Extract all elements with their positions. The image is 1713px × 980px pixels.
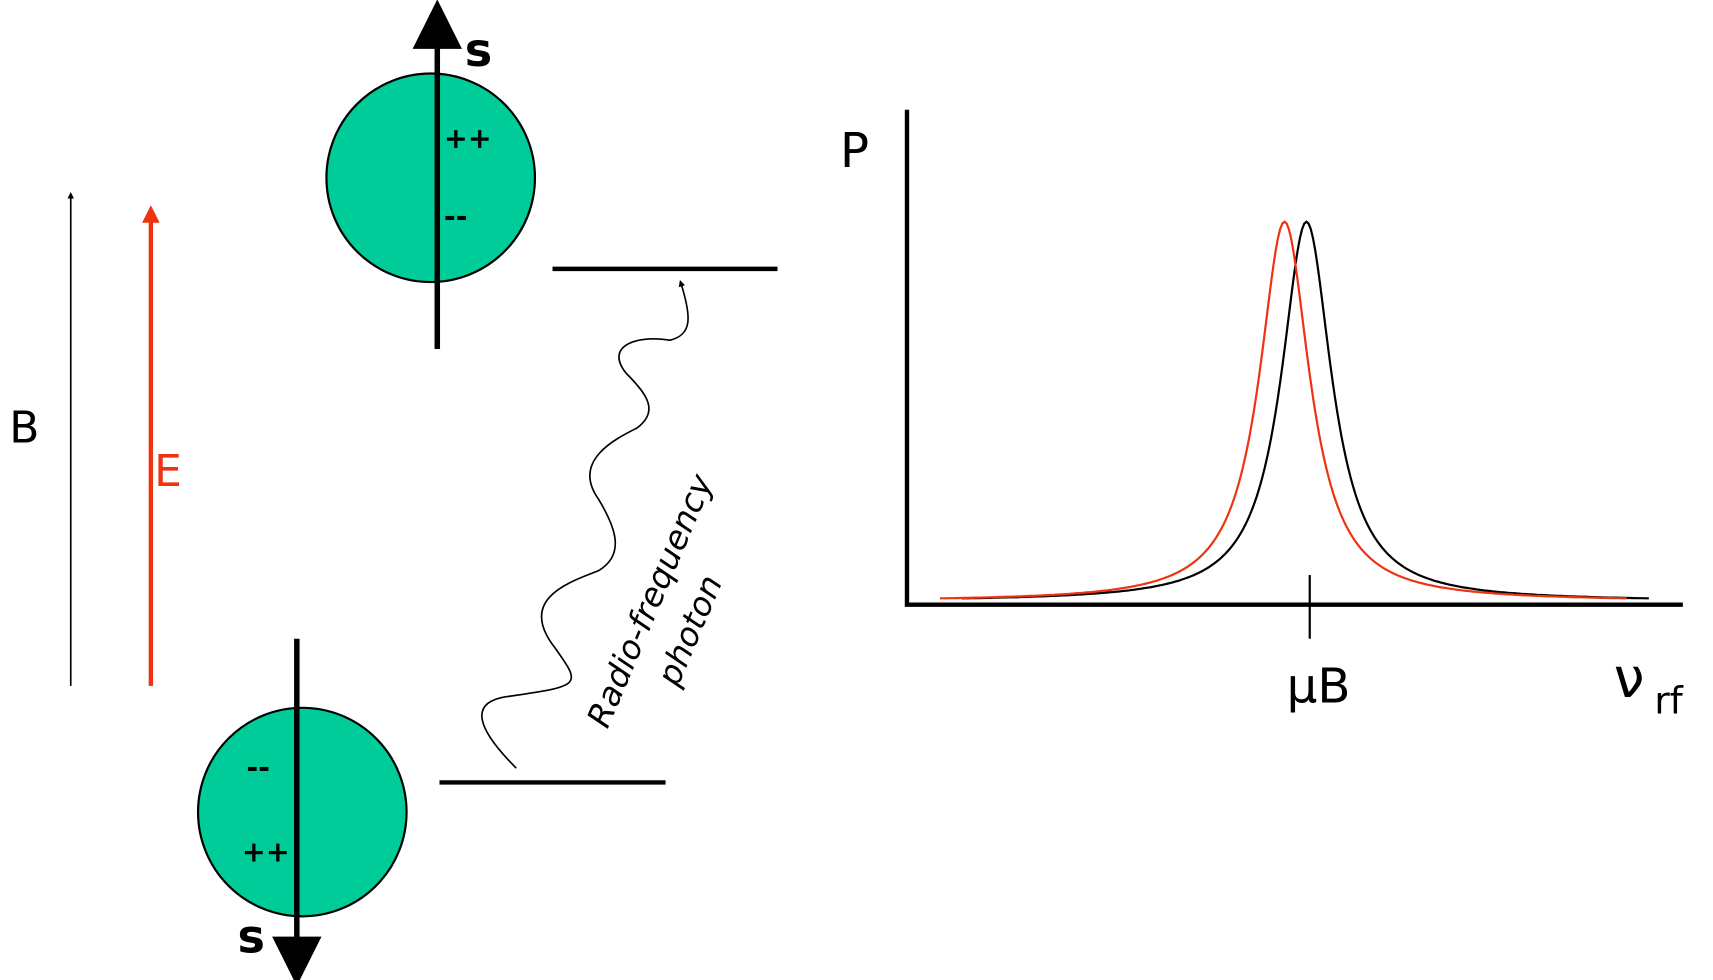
charge: -- <box>444 200 468 233</box>
plot-axes <box>904 109 1683 607</box>
shifted-resonance-curve <box>939 220 1627 600</box>
spin-label: s <box>465 23 492 77</box>
particle-down <box>196 706 408 918</box>
x-tick-label: μB <box>1287 658 1351 714</box>
resonance-curve <box>961 220 1649 600</box>
particle-up <box>325 72 537 284</box>
y-label: P <box>840 123 869 179</box>
b-label: B <box>9 402 39 453</box>
photon-label: Radio-frequency photon <box>579 468 730 733</box>
e-label: E <box>154 446 182 497</box>
photon-wave <box>481 279 689 769</box>
x-label: ν <box>1614 646 1645 710</box>
x-label-sub: rf <box>1654 678 1683 722</box>
charge: -- <box>246 751 270 784</box>
charge: ++ <box>242 835 290 868</box>
spin-label: s <box>238 910 265 964</box>
charge: ++ <box>444 122 492 155</box>
